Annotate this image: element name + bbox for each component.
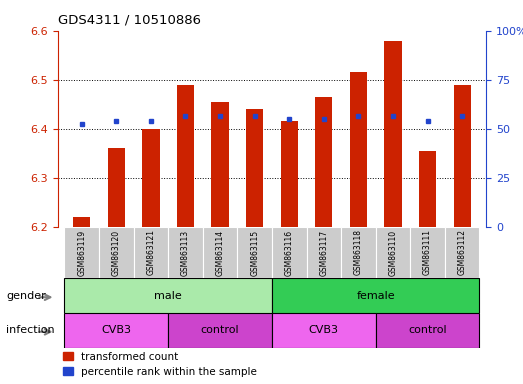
Bar bbox=[246, 109, 263, 227]
Bar bbox=[272, 278, 480, 313]
Text: GSM863119: GSM863119 bbox=[77, 229, 86, 276]
Text: CVB3: CVB3 bbox=[101, 325, 131, 335]
Bar bbox=[281, 121, 298, 227]
Bar bbox=[168, 227, 203, 278]
Text: GSM863120: GSM863120 bbox=[112, 229, 121, 276]
Legend: transformed count, percentile rank within the sample: transformed count, percentile rank withi… bbox=[63, 352, 257, 377]
Text: GSM863114: GSM863114 bbox=[215, 229, 224, 276]
Text: infection: infection bbox=[6, 325, 55, 335]
Text: GSM863116: GSM863116 bbox=[285, 229, 294, 276]
Text: GSM863118: GSM863118 bbox=[354, 230, 363, 275]
Bar bbox=[306, 227, 341, 278]
Text: GSM863115: GSM863115 bbox=[250, 229, 259, 276]
Bar bbox=[376, 227, 411, 278]
Text: control: control bbox=[408, 325, 447, 335]
Bar bbox=[64, 278, 272, 313]
Text: GSM863113: GSM863113 bbox=[181, 229, 190, 276]
Bar bbox=[64, 227, 99, 278]
Bar bbox=[133, 227, 168, 278]
Bar bbox=[419, 151, 436, 227]
Text: GSM863110: GSM863110 bbox=[389, 229, 397, 276]
Bar bbox=[64, 313, 168, 348]
Bar bbox=[384, 40, 402, 227]
Bar bbox=[142, 129, 160, 227]
Bar bbox=[445, 227, 480, 278]
Text: GSM863112: GSM863112 bbox=[458, 230, 467, 275]
Text: gender: gender bbox=[6, 291, 46, 301]
Bar bbox=[177, 84, 194, 227]
Bar bbox=[411, 227, 445, 278]
Bar bbox=[73, 217, 90, 227]
Bar bbox=[376, 313, 480, 348]
Bar bbox=[237, 227, 272, 278]
Bar bbox=[203, 227, 237, 278]
Text: GSM863111: GSM863111 bbox=[423, 230, 432, 275]
Text: control: control bbox=[201, 325, 240, 335]
Text: CVB3: CVB3 bbox=[309, 325, 339, 335]
Text: GDS4311 / 10510886: GDS4311 / 10510886 bbox=[58, 13, 200, 26]
Text: female: female bbox=[356, 291, 395, 301]
Bar bbox=[272, 227, 306, 278]
Text: GSM863121: GSM863121 bbox=[146, 230, 155, 275]
Text: GSM863117: GSM863117 bbox=[320, 229, 328, 276]
Bar bbox=[272, 313, 376, 348]
Bar bbox=[315, 97, 333, 227]
Bar bbox=[99, 227, 133, 278]
Text: male: male bbox=[154, 291, 182, 301]
Bar bbox=[341, 227, 376, 278]
Bar bbox=[350, 72, 367, 227]
Bar bbox=[168, 313, 272, 348]
Bar bbox=[211, 102, 229, 227]
Bar bbox=[453, 84, 471, 227]
Bar bbox=[108, 148, 125, 227]
